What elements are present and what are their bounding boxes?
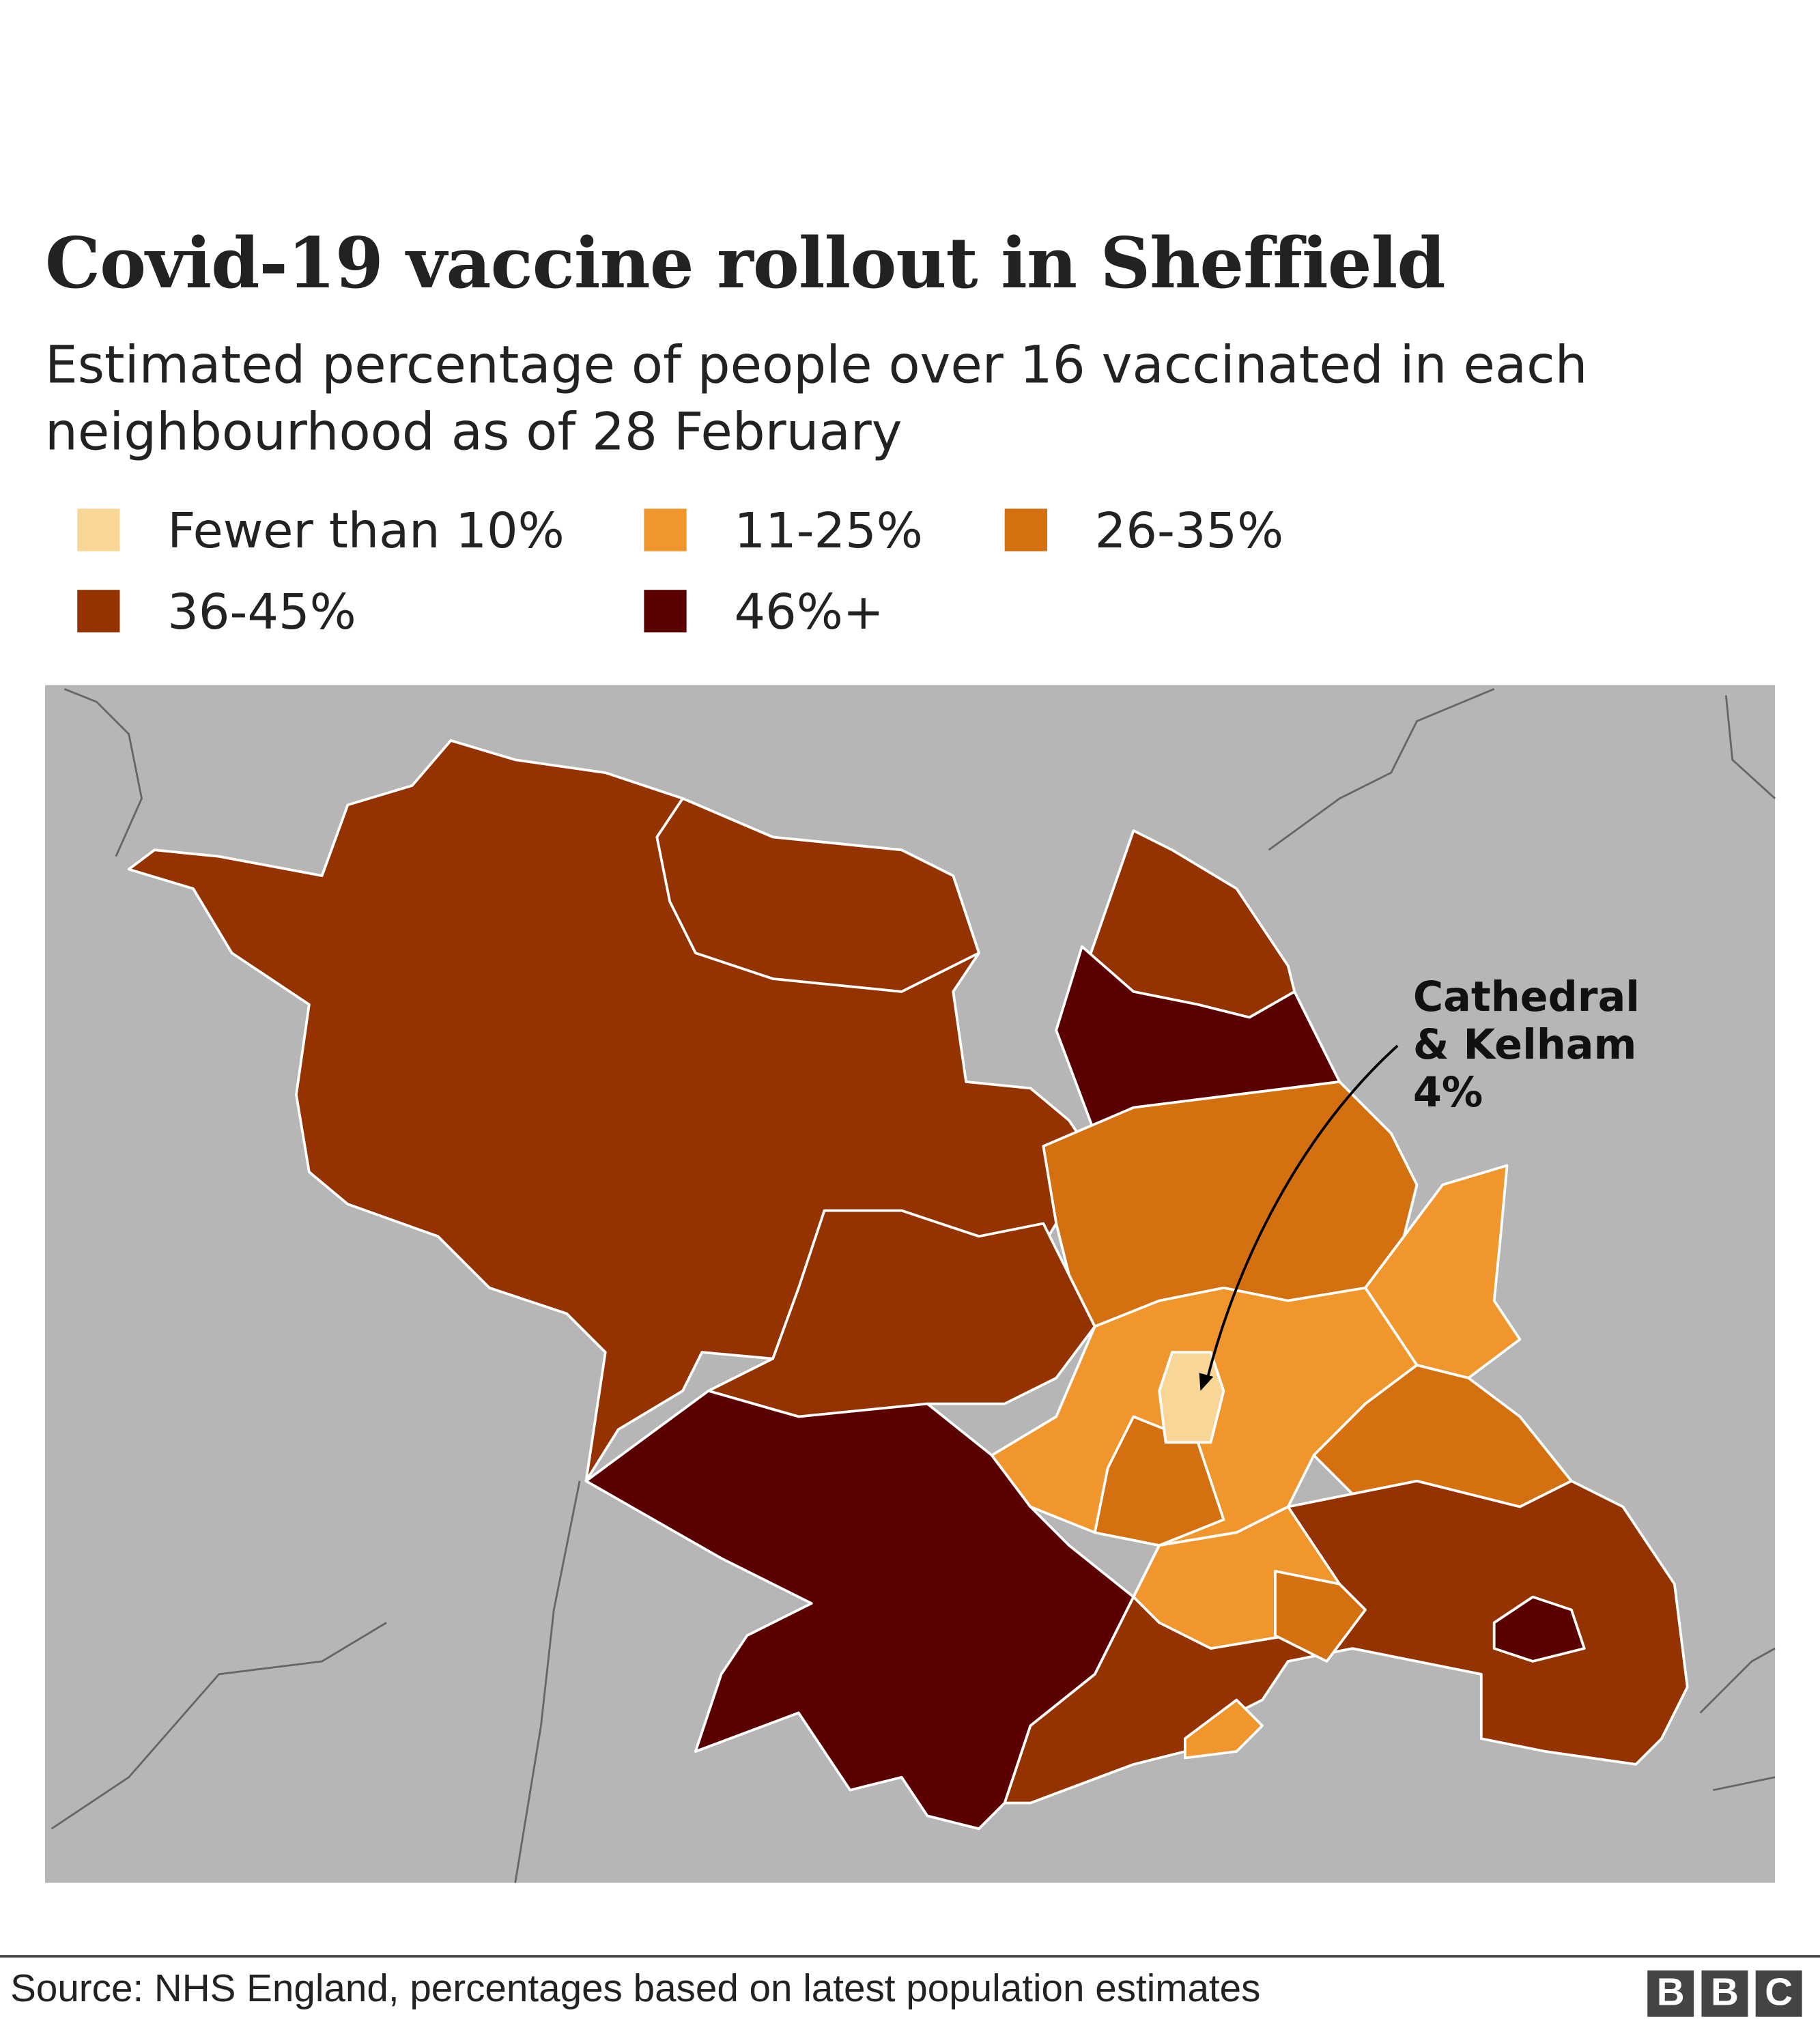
borders (51, 688, 1776, 1883)
neighbourhoods (127, 739, 1689, 1831)
logo-letter: B (1647, 1970, 1694, 2017)
neighbourhood (655, 797, 980, 993)
neighbourhood (1158, 1351, 1225, 1444)
title: Covid-19 vaccine rollout in Sheffield (45, 221, 1446, 304)
divider (0, 1955, 1820, 1958)
annotation-text: & Kelham (1413, 1021, 1637, 1069)
logo-letter: B (1701, 1970, 1748, 2017)
legend-swatch (644, 509, 687, 552)
legend-label: 46%+ (734, 583, 883, 640)
legend-swatch (77, 590, 120, 633)
annotation-arrow (1206, 1044, 1399, 1381)
logo-letter: C (1755, 1970, 1802, 2017)
annotation-text: Cathedral (1413, 973, 1640, 1021)
legend-label: 26-35% (1095, 502, 1283, 559)
annotation-text: 4% (1413, 1069, 1483, 1117)
map: Fewer than 10% 11-25% 26-35% 36-45% 46%+ (45, 502, 1776, 1883)
logo: B B C (1647, 1970, 1802, 2017)
legend: Fewer than 10% 11-25% 26-35% 36-45% 46%+ (77, 502, 1283, 640)
legend-swatch (77, 509, 120, 552)
neighbourhood (1274, 1570, 1367, 1663)
legend-label: 36-45% (167, 583, 356, 640)
neighbourhood (584, 1389, 1135, 1831)
subtitle: Estimated percentage of people over 16 v… (45, 336, 1588, 463)
arrow-head (1199, 1373, 1214, 1391)
neighbourhood (1492, 1595, 1586, 1663)
legend-swatch (1004, 509, 1047, 552)
legend-label: Fewer than 10% (167, 502, 564, 559)
neighbourhood (1183, 1698, 1264, 1760)
legend-swatch (644, 590, 687, 633)
legend-label: 11-25% (734, 502, 922, 559)
source: Source: NHS England, percentages based o… (10, 1968, 1261, 2011)
